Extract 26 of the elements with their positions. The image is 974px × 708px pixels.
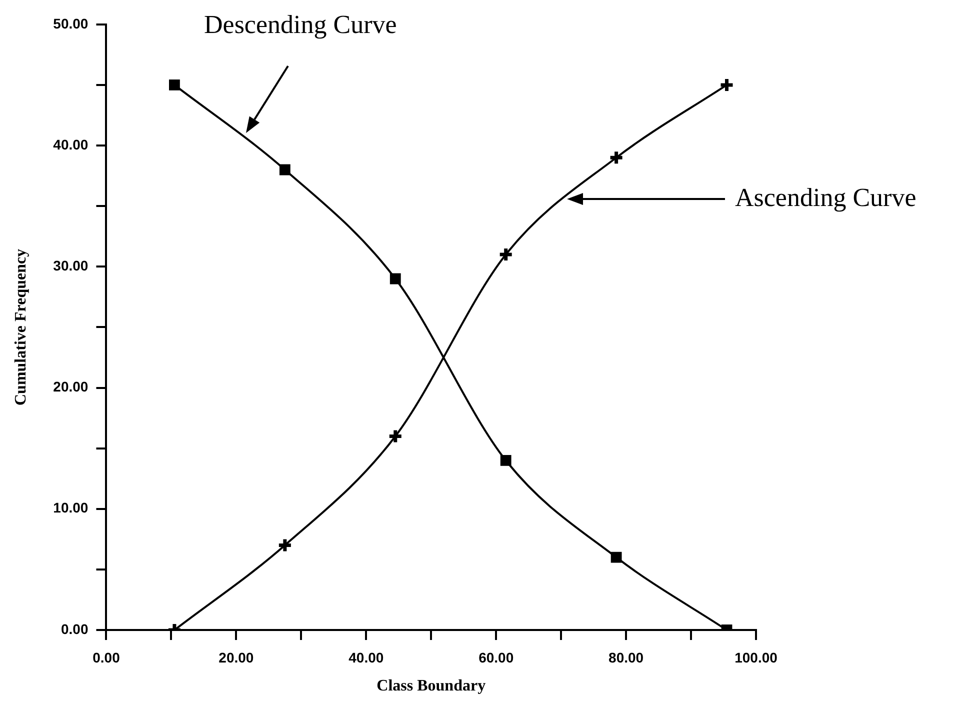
y-axis-title: Cumulative Frequency xyxy=(12,248,30,406)
x-tick-label: 20.00 xyxy=(218,649,254,666)
point xyxy=(169,80,180,90)
point xyxy=(390,273,401,284)
point xyxy=(498,246,514,262)
x-axis-title: Class Boundary xyxy=(376,678,486,695)
y-tick-label: 20.00 xyxy=(53,378,88,395)
point xyxy=(608,150,624,166)
x-tick-label: 40.00 xyxy=(348,649,384,666)
point xyxy=(719,77,735,93)
annotation: Descending Curve xyxy=(204,10,397,40)
x-tick-label: 80.00 xyxy=(608,649,644,666)
y-tick-label: 40.00 xyxy=(53,136,88,152)
y-tick-label: 10.00 xyxy=(53,500,88,516)
y-tick-label: 50.00 xyxy=(53,15,88,32)
point xyxy=(610,552,622,563)
x-tick-label: 100.00 xyxy=(734,649,778,666)
point xyxy=(500,454,512,466)
point xyxy=(277,537,293,553)
annotation: Ascending Curve xyxy=(735,183,916,213)
y-tick-label: 30.00 xyxy=(53,258,88,274)
x-tick-label: 0.00 xyxy=(92,649,120,666)
point xyxy=(388,428,404,444)
x-tick-label: 60.00 xyxy=(478,649,514,666)
point xyxy=(279,164,290,176)
y-tick-label: 0.00 xyxy=(60,620,88,637)
